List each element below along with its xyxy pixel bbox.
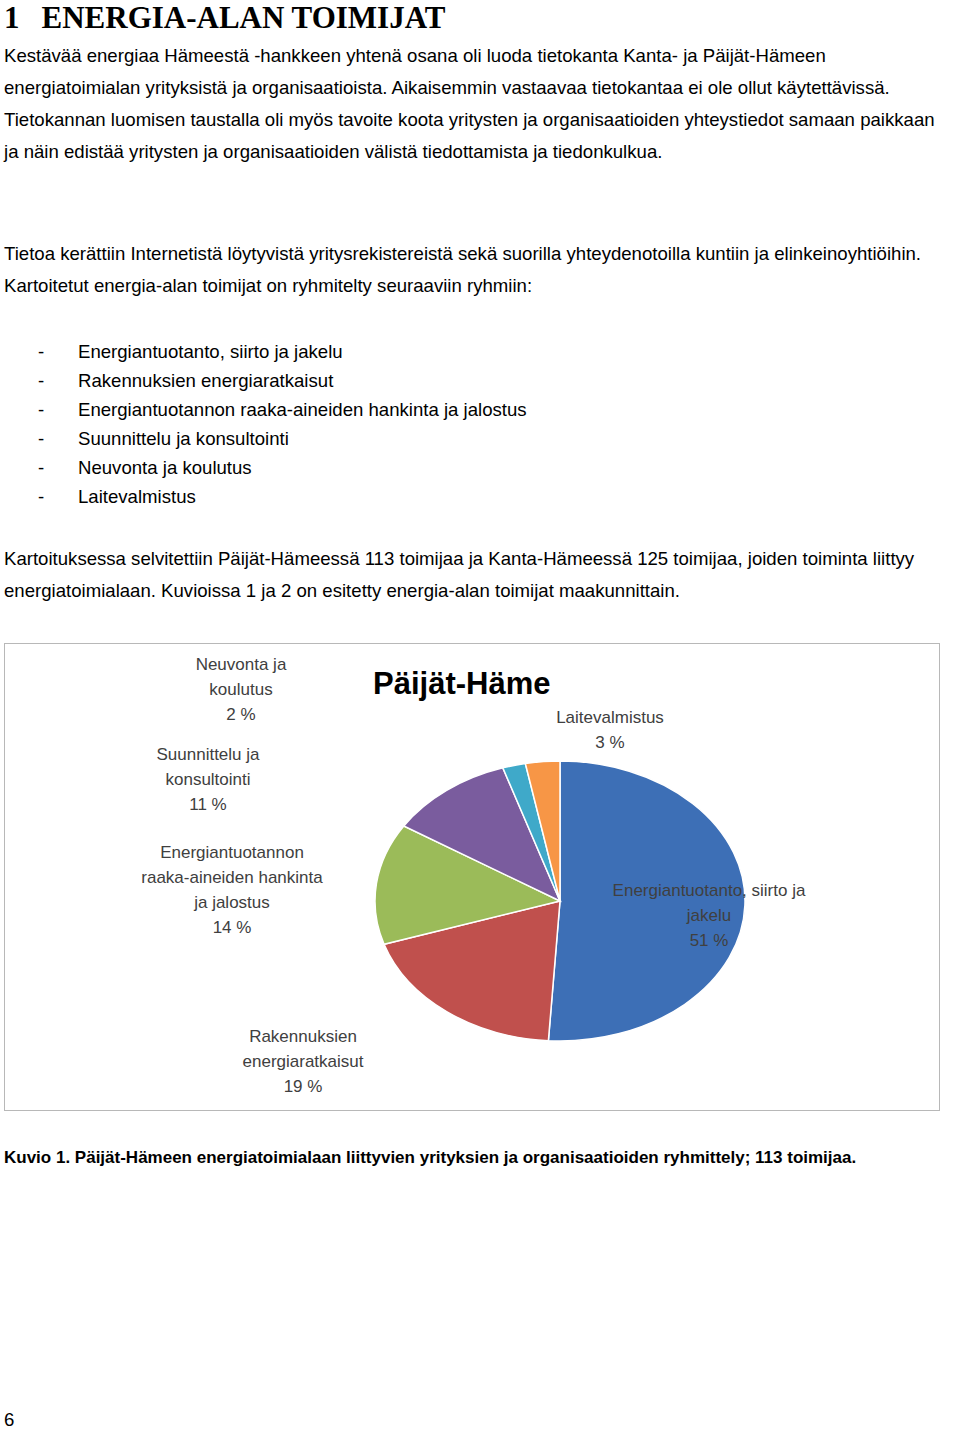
slice-value: 3 %	[535, 730, 685, 755]
list-item: Rakennuksien energiaratkaisut	[78, 366, 333, 395]
slice-category: Energiantuotanto, siirto ja jakelu	[609, 878, 809, 928]
list-marker: -	[38, 366, 44, 395]
slice-value: 19 %	[218, 1074, 388, 1099]
slice-value: 2 %	[181, 702, 301, 727]
list-marker: -	[38, 337, 44, 366]
pie-slice	[525, 761, 560, 901]
slice-value: 51 %	[609, 928, 809, 953]
list-marker: -	[38, 453, 44, 482]
slice-category: Laitevalmistus	[535, 705, 685, 730]
heading-number: 1	[4, 0, 20, 35]
slice-label: Energiantuotannon raaka-aineiden hankint…	[137, 840, 327, 940]
slice-label: Laitevalmistus3 %	[535, 705, 685, 755]
pie	[375, 761, 745, 1041]
slice-label: Suunnittelu ja konsultointi11 %	[138, 742, 278, 817]
slice-category: Neuvonta ja koulutus	[181, 652, 301, 702]
list-marker: -	[38, 424, 44, 453]
list-item: Suunnittelu ja konsultointi	[78, 424, 289, 453]
slice-category: Rakennuksien energiaratkaisut	[218, 1024, 388, 1074]
paragraph: Tietoa kerättiin Internetistä löytyvistä…	[4, 238, 952, 302]
list-marker: -	[38, 395, 44, 424]
chart-frame: Päijät-Häme Energiantuotanto, siirto ja j…	[4, 643, 940, 1111]
list-item: Neuvonta ja koulutus	[78, 453, 252, 482]
paragraph: Kestävää energiaa Hämeestä -hankkeen yht…	[4, 40, 952, 168]
pie-slice	[548, 761, 745, 1041]
slice-label: Neuvonta ja koulutus2 %	[181, 652, 301, 727]
slice-category: Suunnittelu ja konsultointi	[138, 742, 278, 792]
list-item: Energiantuotanto, siirto ja jakelu	[78, 337, 343, 366]
heading: 1 ENERGIA-ALAN TOIMIJAT	[4, 0, 445, 36]
slice-value: 14 %	[137, 915, 327, 940]
slice-label: Rakennuksien energiaratkaisut19 %	[218, 1024, 388, 1099]
chart-title: Päijät-Häme	[373, 666, 550, 702]
caption: Kuvio 1. Päijät-Hämeen energiatoimialaan…	[4, 1148, 856, 1168]
slice-label: Energiantuotanto, siirto ja jakelu51 %	[609, 878, 809, 953]
slice-value: 11 %	[138, 792, 278, 817]
slice-category: Energiantuotannon raaka-aineiden hankint…	[137, 840, 327, 915]
page-number: 6	[4, 1404, 44, 1436]
paragraph: Kartoituksessa selvitettiin Päijät-Hämee…	[4, 543, 952, 607]
list-marker: -	[38, 482, 44, 511]
list-item: Laitevalmistus	[78, 482, 196, 511]
list-item: Energiantuotannon raaka-aineiden hankint…	[78, 395, 527, 424]
heading-title: ENERGIA-ALAN TOIMIJAT	[42, 0, 446, 35]
